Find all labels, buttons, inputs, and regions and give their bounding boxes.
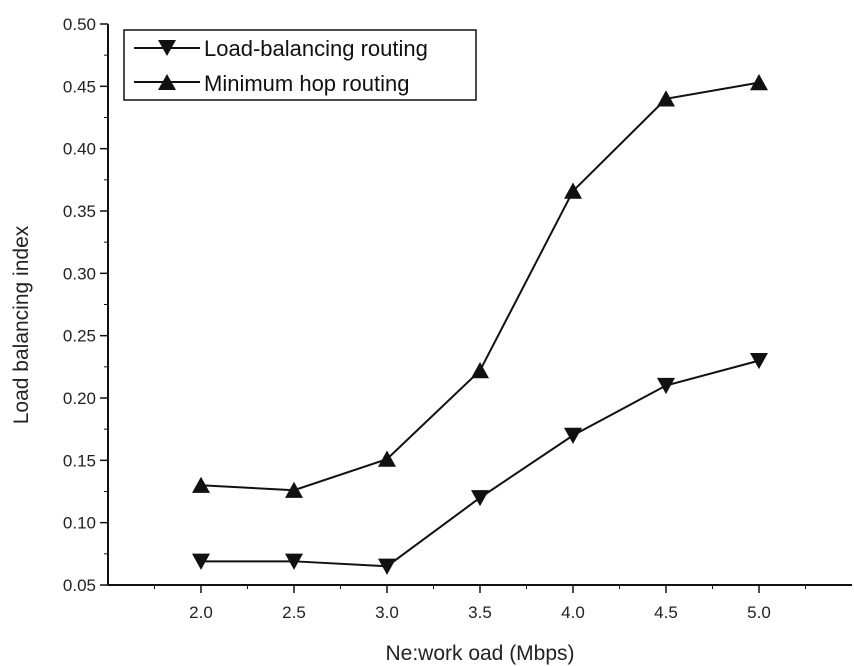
series-line [200, 81, 760, 492]
x-tick-label: 4.0 [561, 603, 585, 622]
data-point-marker [378, 558, 396, 575]
y-tick-label: 0.10 [63, 514, 96, 533]
data-point-marker [750, 74, 768, 91]
x-tick-label: 3.5 [468, 603, 492, 622]
x-tick-label: 2.0 [189, 603, 213, 622]
data-point-marker [657, 377, 675, 395]
series-layer [192, 74, 768, 575]
legend-marker-triangle-down [158, 40, 176, 56]
data-point-marker [192, 553, 210, 570]
y-tick-label: 0.40 [63, 140, 96, 159]
y-tick-label: 0.15 [63, 451, 96, 470]
legend: Load-balancing routing Minimum hop routi… [123, 29, 477, 101]
y-tick-label: 0.05 [63, 576, 96, 595]
y-tick-label: 0.25 [63, 327, 96, 346]
y-tick-label: 0.20 [63, 389, 96, 408]
y-axis-title: Load balancing index [10, 225, 33, 424]
y-tick-label: 0.35 [63, 202, 96, 221]
x-ticks: 2.0 2.5 3.0 3.5 4.0 4.5 5.0 [154, 585, 806, 622]
x-tick-label: 4.5 [654, 603, 678, 622]
y-tick-label: 0.45 [63, 77, 96, 96]
y-tick-label: 0.50 [63, 15, 96, 34]
data-point-marker [657, 90, 675, 107]
y-ticks: 0.05 0.10 0.15 0.20 0.25 0.30 0.35 0.40 0.45 0.50 [63, 15, 108, 595]
data-point-marker [192, 476, 210, 493]
legend-marker-triangle-up [158, 74, 176, 90]
x-axis-title: Ne:work oad (Mbps) [385, 642, 574, 665]
x-tick-label: 3.0 [375, 603, 399, 622]
data-point-marker [564, 427, 582, 444]
legend-label-minimum-hop: Minimum hop routing [204, 71, 409, 96]
x-tick-label: 2.5 [282, 603, 306, 622]
data-point-marker [471, 362, 489, 379]
series-0 [192, 352, 768, 575]
x-tick-label: 5.0 [747, 603, 771, 622]
legend-box [123, 29, 477, 101]
data-point-marker [285, 481, 303, 498]
series-1 [192, 74, 768, 498]
data-point-marker [378, 450, 396, 467]
data-point-marker [471, 490, 489, 507]
data-point-marker [564, 182, 582, 199]
series-line [201, 359, 760, 568]
data-point-marker [285, 553, 303, 570]
y-tick-label: 0.30 [63, 264, 96, 283]
data-point-marker [750, 352, 768, 370]
legend-label-load-balancing: Load-balancing routing [204, 36, 428, 61]
